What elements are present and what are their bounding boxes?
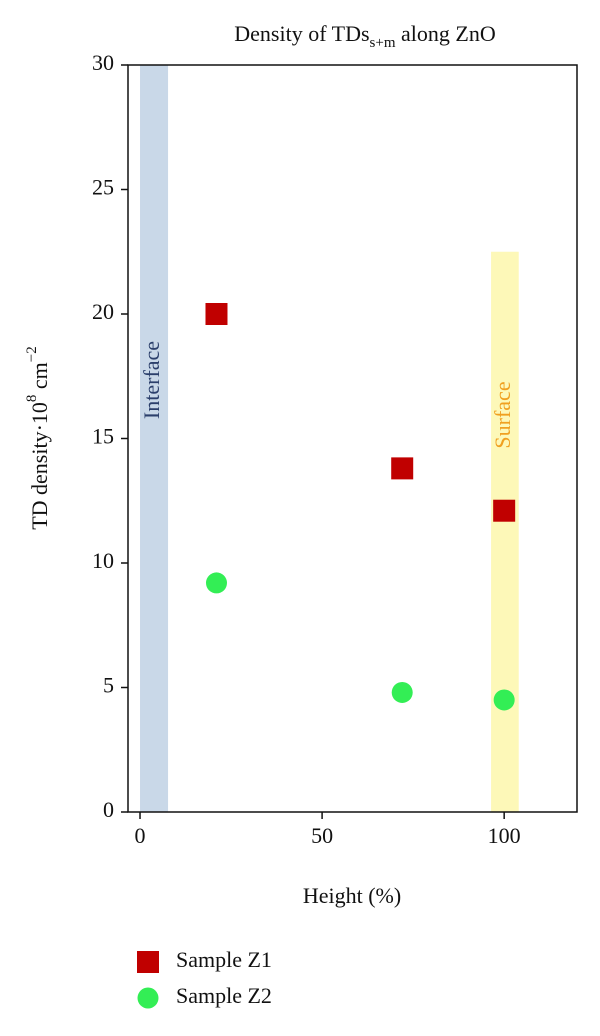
y-label-superscript: −2: [24, 346, 40, 362]
legend-marker: [137, 951, 159, 973]
title-part: Density of TDs: [234, 21, 369, 46]
x-tick-label: 50: [311, 823, 333, 848]
region-band: [491, 251, 519, 812]
legend-label: Sample Z1: [176, 947, 272, 972]
marker-square: [205, 303, 228, 325]
marker-square: [493, 499, 516, 522]
y-label-part: TD density·10: [27, 402, 52, 530]
y-tick-label: 30: [92, 50, 114, 75]
y-tick-label: 10: [92, 548, 114, 573]
marker-circle: [391, 681, 413, 703]
marker-square: [391, 457, 414, 480]
y-tick-label: 15: [92, 424, 114, 449]
marker-circle: [493, 689, 515, 711]
title-subscript: s+m: [370, 35, 396, 51]
y-tick-label: 5: [103, 673, 114, 698]
y-tick-label: 20: [92, 299, 114, 324]
band-label: Interface: [139, 341, 164, 419]
x-tick-label: 0: [135, 823, 146, 848]
y-label-superscript: 8: [24, 395, 40, 403]
band-label: Surface: [490, 381, 515, 448]
y-tick-label: 0: [103, 797, 114, 822]
x-axis-label: Height (%): [303, 883, 401, 908]
chart-title: Density of TDss+m along ZnO: [234, 21, 495, 51]
y-tick-label: 25: [92, 175, 114, 200]
title-part: along ZnO: [396, 21, 496, 46]
region-band: [140, 65, 169, 812]
legend-marker: [137, 987, 159, 1009]
legend-label: Sample Z2: [176, 983, 272, 1008]
y-axis-label: TD density·108 cm−2: [24, 346, 52, 530]
y-label-part: cm: [27, 362, 52, 394]
marker-circle: [205, 572, 227, 594]
x-tick-label: 100: [488, 823, 521, 848]
